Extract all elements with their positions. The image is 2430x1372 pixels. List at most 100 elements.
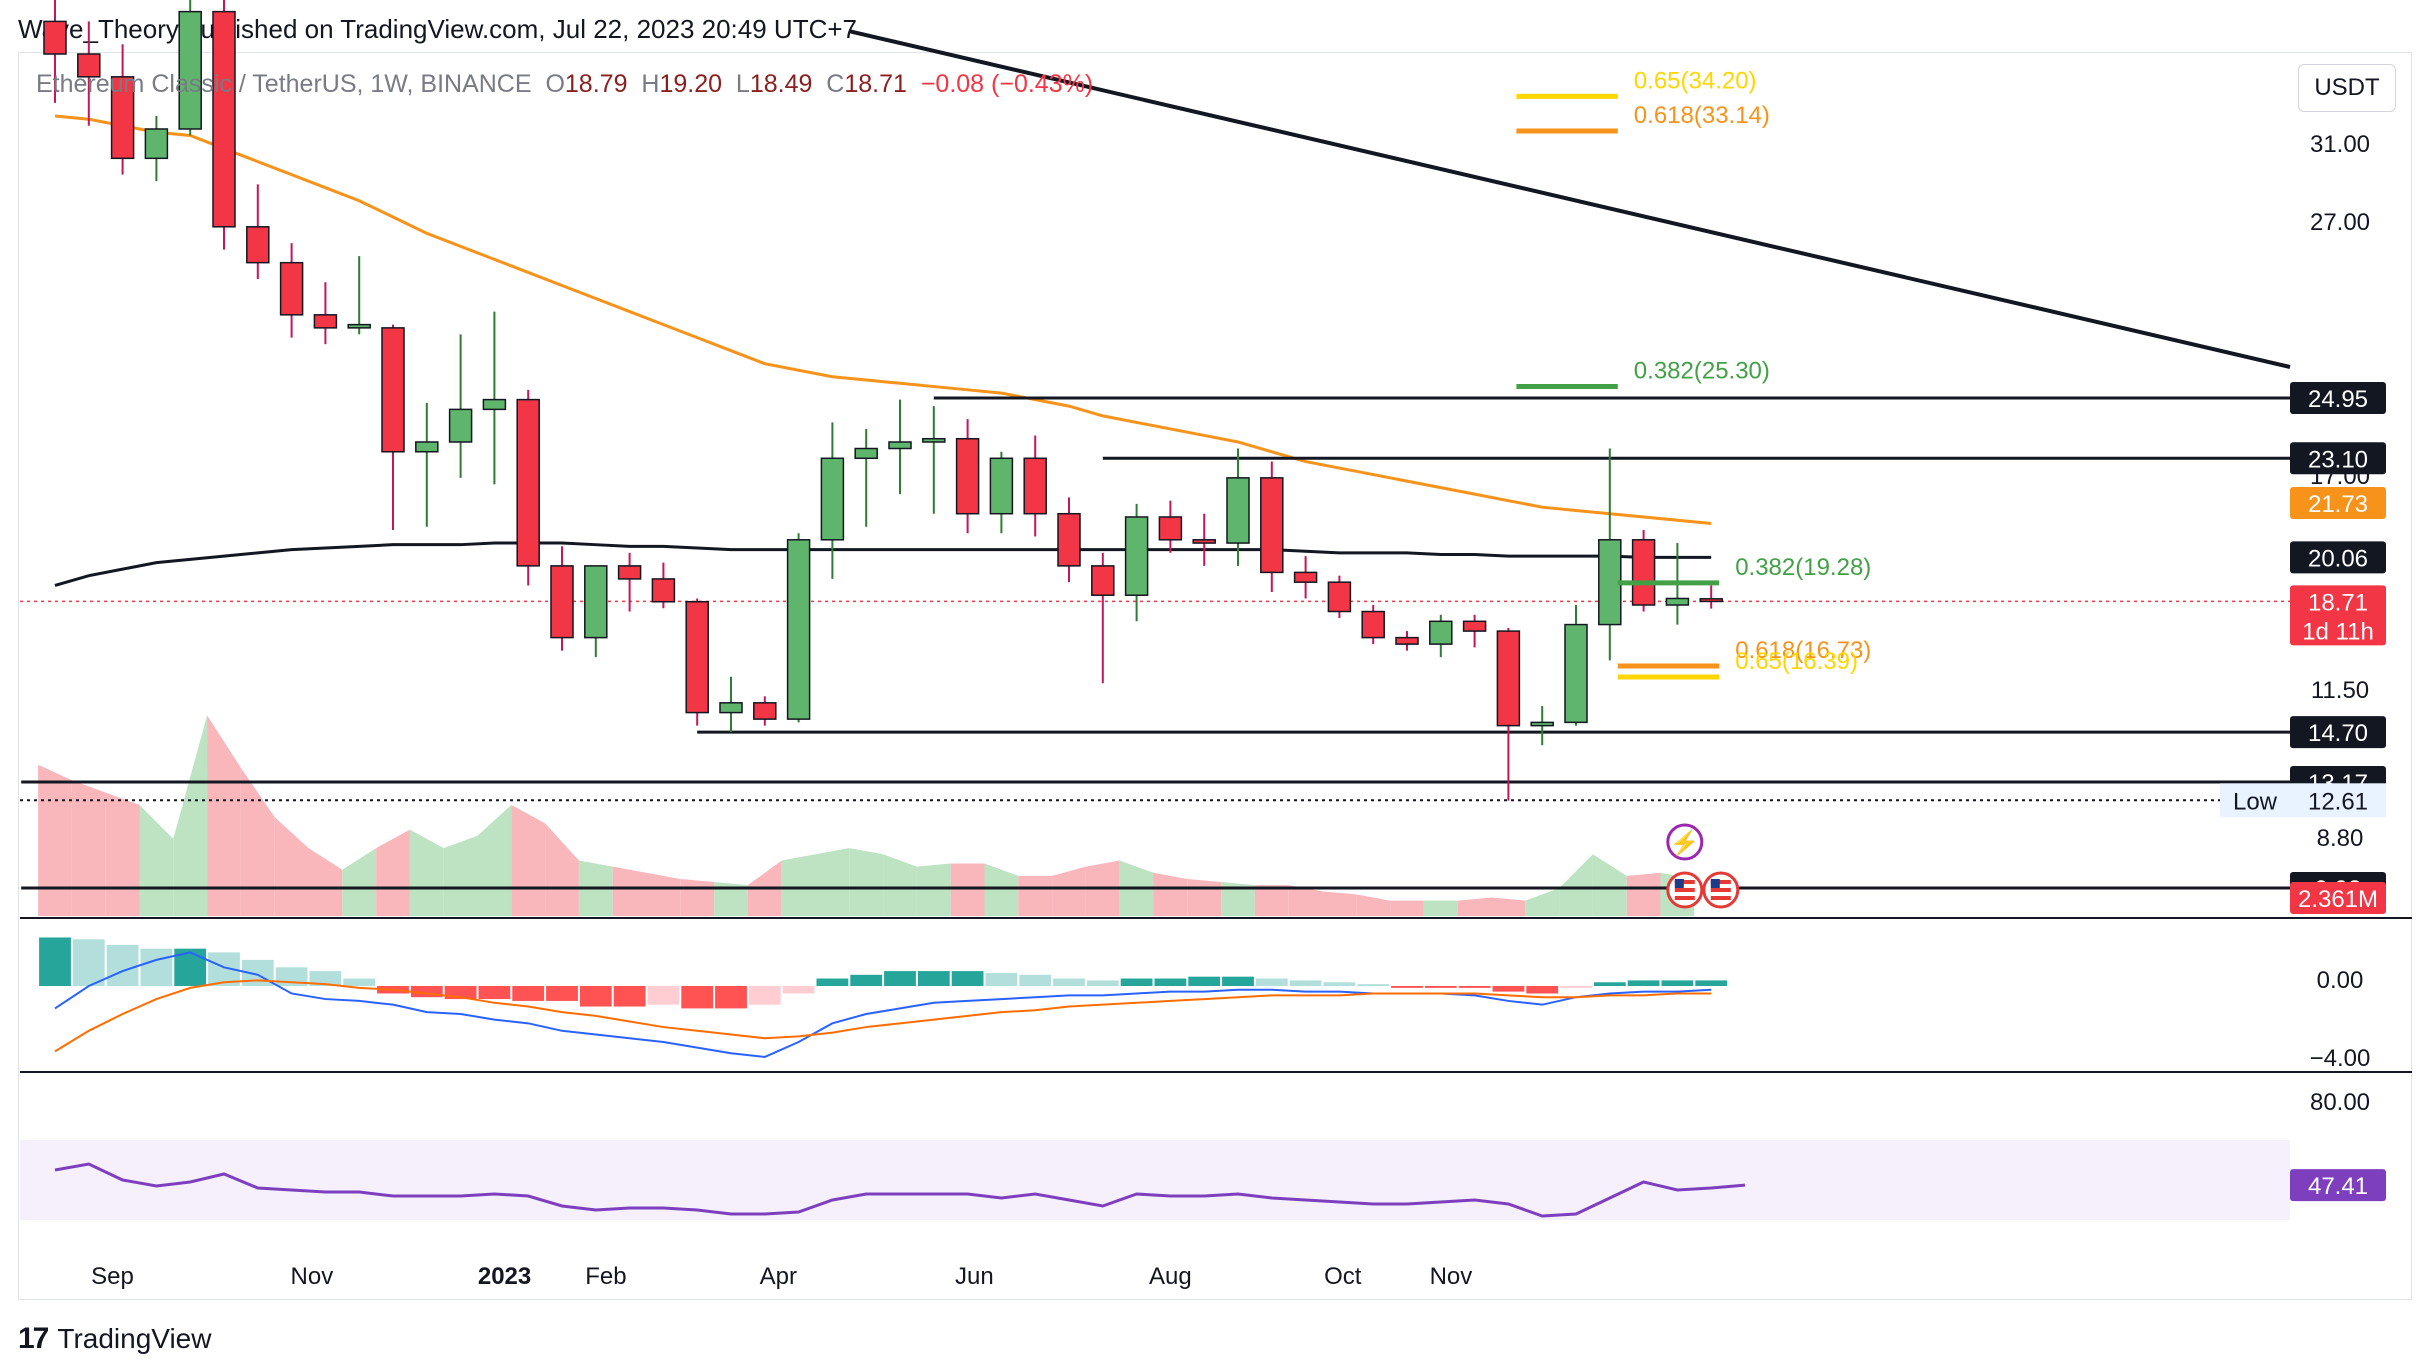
candle-body [922, 437, 946, 443]
candle-body [1327, 581, 1352, 613]
volume-pane [38, 715, 1695, 916]
candle-body [955, 437, 980, 515]
candle-body [1361, 610, 1385, 639]
high-value: 19.20 [659, 70, 722, 98]
macd-histogram-bar [1357, 984, 1390, 986]
y-tick-label: 80.00 [2310, 1089, 2370, 1116]
candle-body [482, 398, 507, 411]
macd-pane [39, 937, 1728, 1058]
price-axis-tag [2290, 442, 2386, 475]
candle-body [381, 327, 405, 453]
volume-area-segment [1626, 872, 1661, 916]
volume-area-segment [781, 854, 816, 916]
grid [20, 917, 2412, 1073]
volume-area-segment [511, 804, 546, 916]
candle-body [753, 702, 777, 720]
candles [43, 0, 1723, 801]
trend-line [848, 29, 2291, 369]
volume-area-segment [240, 767, 275, 916]
volume-area-segment [105, 792, 140, 916]
h-label: H [641, 70, 660, 98]
y-tick-label: 27.00 [2310, 209, 2370, 236]
price-axis-tag [2290, 585, 2386, 646]
fib-level-label: 0.65(16.39) [1735, 648, 1858, 675]
volume-area-segment [1423, 900, 1458, 916]
us-flag-stripe [1674, 896, 1695, 900]
low-value: 18.49 [749, 70, 813, 98]
volume-area-segment [477, 804, 512, 916]
candle-body [820, 457, 845, 541]
symbol-name: Ethereum Classic / TetherUS, 1W, BINANCE [36, 70, 532, 98]
macd-histogram-bar [1526, 986, 1559, 994]
change-value: −0.08 (−0.43%) [920, 70, 1094, 98]
volume-area-segment [815, 848, 850, 916]
volume-area-segment [984, 863, 1019, 916]
price-axis-tag [2290, 486, 2386, 519]
price-axis-tag [2290, 716, 2386, 749]
candle-body [584, 565, 608, 639]
volume-area-segment [680, 878, 715, 916]
x-tick-label: Nov [291, 1263, 334, 1290]
us-flag-canton [1674, 879, 1684, 888]
volume-area-segment [1592, 854, 1627, 916]
macd-histogram-bar [579, 986, 612, 1007]
volume-area-segment [612, 866, 647, 916]
footer-brand: 17 TradingView [18, 1322, 211, 1356]
price-axis-tag [2290, 381, 2386, 414]
macd-histogram-bar [512, 986, 545, 1001]
volume-area-segment [883, 854, 917, 916]
volume-area-segment [1491, 897, 1526, 916]
candle-body [1699, 598, 1723, 603]
x-tick-label: Feb [585, 1263, 626, 1290]
candle-body [1124, 516, 1149, 596]
volume-axis-tag [2290, 882, 2386, 914]
candle-body [178, 10, 202, 130]
macd-histogram-bar [647, 986, 680, 1005]
fib-level-label: 0.382(19.28) [1735, 554, 1871, 581]
volume-area-segment [1525, 888, 1560, 916]
candle-body [1260, 477, 1284, 574]
volume-area-segment [1221, 882, 1255, 916]
candle-body [1429, 620, 1453, 645]
macd-histogram-bar [1019, 974, 1052, 986]
candle-body [77, 53, 101, 78]
candle-body [989, 457, 1014, 515]
us-flag-stripe [1710, 896, 1731, 900]
event-icons: ⚡ [1666, 823, 1740, 909]
candle-body [313, 314, 338, 329]
volume-area-segment [71, 780, 106, 916]
macd-histogram-bar [681, 986, 714, 1009]
macd-histogram-bar [1120, 978, 1153, 986]
fib-level-label: 0.618(16.73) [1735, 637, 1871, 664]
volume-area-segment [916, 863, 951, 916]
macd-histogram-bar [748, 986, 781, 1005]
candle-body [786, 539, 811, 720]
macd-histogram-bar [613, 986, 646, 1007]
volume-area-segment [1018, 875, 1053, 916]
rsi-axis-value: 47.41 [2308, 1173, 2368, 1200]
macd-histogram-bar [816, 978, 849, 986]
volume-area-segment [409, 829, 444, 916]
macd-histogram-bar [1695, 980, 1728, 986]
low-tag-value: 12.61 [2308, 788, 2368, 815]
fib-levels: 0.65(34.20) 0.618(33.14) 0.382(25.30) 0.382… [1516, 67, 1871, 680]
rsi-axis-tag [2290, 1169, 2386, 1202]
currency-button[interactable]: USDT [2298, 64, 2396, 112]
volume-area-segment [1052, 866, 1086, 916]
low-tag-label: Low [2233, 788, 2278, 815]
candle-body [1564, 623, 1588, 724]
macd-histogram-bar [1593, 982, 1626, 986]
candle-body [279, 261, 304, 316]
candle-body [651, 578, 676, 603]
volume-area-segment [1356, 894, 1391, 916]
x-tick-label: Jun [955, 1263, 994, 1290]
volume-area-segment [139, 804, 174, 916]
volume-area-segment [950, 863, 985, 916]
candle-body [1293, 571, 1318, 583]
candle-body [1665, 597, 1690, 606]
volume-area-segment [1559, 854, 1593, 916]
candle-body [212, 10, 236, 228]
y-tick-label: −4.00 [2310, 1045, 2371, 1072]
price-axis-value: 20.06 [2308, 545, 2368, 572]
